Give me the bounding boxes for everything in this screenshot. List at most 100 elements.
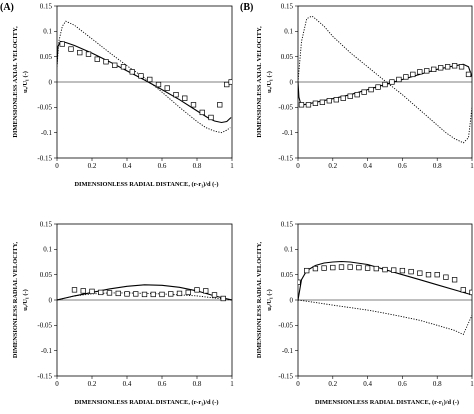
y-tick-label: 0.1 <box>43 28 52 36</box>
x-tick-label: 1 <box>470 162 474 170</box>
data-point <box>59 41 65 47</box>
data-point <box>124 291 130 297</box>
data-point <box>382 81 388 88</box>
x-tick-label: 0 <box>296 162 300 170</box>
data-point <box>138 73 144 79</box>
data-point <box>444 64 451 70</box>
chart-3: 0 0.2 0.4 0.6 0.8 1 -0.15 -0.1 -0.05 0 0.05 0.1 0.15… <box>12 220 234 406</box>
y-tick-label: 0.05 <box>281 271 294 279</box>
data-point <box>103 59 109 65</box>
series-group <box>298 260 472 336</box>
data-point <box>85 51 92 57</box>
y-tick-label: 0 <box>49 78 53 86</box>
data-point <box>425 272 432 278</box>
x-axis-title: DIMENSIONLESS RADIAL DISTANCE, (r-r₁)/d … <box>74 399 218 406</box>
x-tick-label: 0.4 <box>123 380 132 388</box>
data-point <box>443 274 449 280</box>
data-point <box>460 287 466 293</box>
data-point <box>217 102 223 108</box>
data-point <box>417 69 423 75</box>
data-point <box>356 264 362 271</box>
data-point <box>159 291 165 298</box>
series-line-dotted <box>298 299 472 336</box>
data-point <box>391 267 397 273</box>
data-point <box>354 92 360 98</box>
panel-label-a: (A) <box>0 2 14 13</box>
x-tick-label: 0.2 <box>328 380 337 388</box>
x-tick-label: 0.4 <box>363 380 372 388</box>
data-point <box>208 114 214 121</box>
data-point <box>304 267 310 274</box>
data-point <box>338 264 345 270</box>
x-axis-title: DIMENSIONLESS RADIAL DISTANCE, (r-r₁)/d … <box>74 181 218 188</box>
data-point <box>106 290 113 296</box>
y-tick-label: 0 <box>49 296 53 304</box>
data-point <box>399 267 406 274</box>
data-point <box>469 289 472 296</box>
x-tick-label: 0.6 <box>398 380 407 388</box>
x-tick-label: 0.8 <box>193 162 202 170</box>
y-tick-label: 0.15 <box>281 2 294 10</box>
data-point <box>305 102 312 108</box>
y-tick-label: -0.1 <box>282 129 294 137</box>
data-point <box>424 68 430 74</box>
x-tick-label: 1 <box>230 162 234 170</box>
y-tick-label: -0.1 <box>41 129 53 137</box>
series-line-dotted <box>57 20 231 134</box>
data-point <box>364 265 371 271</box>
data-point <box>333 97 339 103</box>
y-tick-label: -0.15 <box>278 154 293 162</box>
data-point <box>368 86 374 93</box>
data-point <box>431 66 437 72</box>
x-tick-label: 0.4 <box>123 162 132 170</box>
data-point <box>326 98 332 104</box>
data-point <box>361 89 367 95</box>
y-tick-label: -0.15 <box>278 372 293 380</box>
data-point <box>185 289 191 296</box>
y-tick-label: -0.05 <box>278 322 293 330</box>
x-tick-label: 0.6 <box>158 162 167 170</box>
series-group <box>57 20 232 134</box>
data-point <box>150 291 156 298</box>
y-tick-label: 0.05 <box>281 53 294 61</box>
data-point <box>451 63 458 69</box>
y-tick-label: 0.15 <box>40 220 53 228</box>
data-point <box>465 71 472 78</box>
x-tick-label: 0.8 <box>433 162 442 170</box>
y-tick-label: -0.05 <box>37 104 52 112</box>
data-point <box>410 71 416 78</box>
y-tick-label: 0.05 <box>40 53 53 61</box>
data-point <box>147 76 153 83</box>
data-point <box>190 102 197 108</box>
x-tick-label: 0.4 <box>363 162 372 170</box>
data-point <box>298 102 305 108</box>
data-point <box>417 270 423 276</box>
data-point <box>340 95 346 101</box>
y-tick-label: 0.1 <box>284 28 293 36</box>
data-point <box>211 292 218 298</box>
data-point <box>382 266 388 273</box>
data-point <box>155 81 162 88</box>
y-tick-label: 0.15 <box>40 2 53 10</box>
y-axis-title-line: DIMENSIONLESS RADIAL VELOCITY, <box>12 241 19 358</box>
data-point <box>434 272 440 278</box>
x-tick-label: 0 <box>55 162 59 170</box>
x-tick-label: 0 <box>55 380 59 388</box>
y-axis-title-line: DIMENSIONLESS AXIAL VELOCITY, <box>12 26 19 138</box>
data-point <box>321 265 327 271</box>
data-point <box>347 93 353 99</box>
panel-label-b: (B) <box>240 2 253 13</box>
data-point <box>68 46 74 52</box>
data-point <box>396 76 402 83</box>
y-tick-label: 0.05 <box>40 271 53 279</box>
chart-4: 0 0.2 0.4 0.6 0.8 1 -0.15 -0.1 -0.05 0 0.05 0.1 0.15… <box>256 220 474 406</box>
x-tick-label: 0.8 <box>433 380 442 388</box>
y-axis-title-line: uᵣ/U₁ (-) <box>22 289 29 310</box>
series-group <box>57 284 232 302</box>
y-tick-label: 0.15 <box>281 220 294 228</box>
data-point <box>80 288 86 294</box>
data-point <box>375 84 381 90</box>
y-tick-label: -0.1 <box>41 347 53 355</box>
y-tick-label: 0 <box>290 78 294 86</box>
